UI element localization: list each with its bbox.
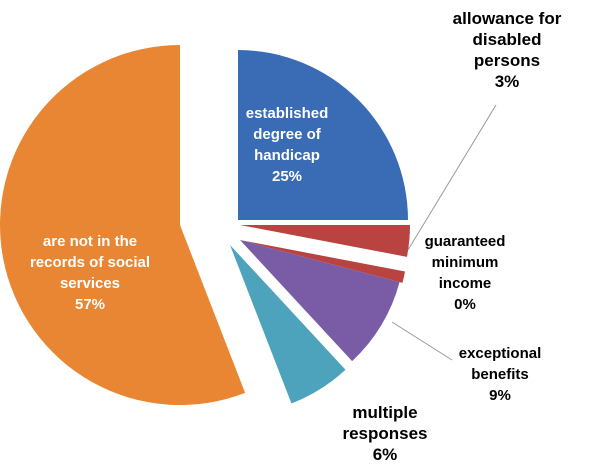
label-are-not-in-the-records-of-social-services: are not in the records of social services 5… [30, 233, 150, 313]
slice-allowance-for-disabled-persons [240, 225, 410, 257]
label-guaranteed-minimum-income: guaranteed minimum income 0% [425, 233, 506, 313]
slice-guaranteed-minimum-income [240, 240, 406, 283]
label-exceptional-benefits: exceptional benefits 9% [459, 345, 542, 404]
slice-multiple-responses [230, 245, 346, 404]
slice-are-not-in-the-records-of-social-services [0, 45, 246, 405]
leader-line-exceptional [391, 321, 453, 361]
leader-line-allowance [407, 104, 497, 251]
slice-exceptional-benefits [240, 240, 400, 362]
label-allowance-for-disabled-persons: allowance for disabled persons 3% [453, 9, 562, 91]
label-multiple-responses: multiple responses 6% [342, 403, 427, 464]
label-established-degree-of-handicap: established degree of handicap 25% [246, 105, 329, 185]
slice-established-degree-of-handicap [238, 50, 408, 220]
